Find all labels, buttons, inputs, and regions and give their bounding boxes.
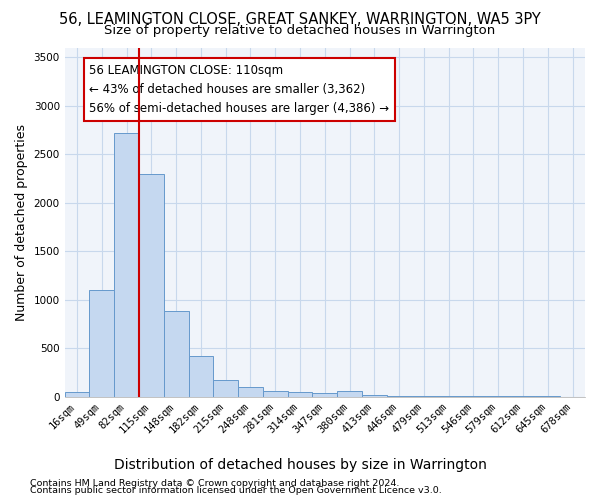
Bar <box>89 290 114 397</box>
Bar <box>337 391 362 396</box>
Text: 56 LEAMINGTON CLOSE: 110sqm
← 43% of detached houses are smaller (3,362)
56% of : 56 LEAMINGTON CLOSE: 110sqm ← 43% of det… <box>89 64 389 115</box>
Bar <box>214 380 238 396</box>
Bar <box>65 392 89 396</box>
Bar <box>313 393 337 396</box>
Text: Contains HM Land Registry data © Crown copyright and database right 2024.: Contains HM Land Registry data © Crown c… <box>30 478 400 488</box>
Bar <box>362 394 387 396</box>
Bar <box>139 174 164 396</box>
Bar <box>287 392 313 396</box>
Text: Distribution of detached houses by size in Warrington: Distribution of detached houses by size … <box>113 458 487 471</box>
Y-axis label: Number of detached properties: Number of detached properties <box>15 124 28 320</box>
Bar <box>164 311 188 396</box>
Bar <box>188 356 214 397</box>
Bar <box>238 387 263 396</box>
Text: Contains public sector information licensed under the Open Government Licence v3: Contains public sector information licen… <box>30 486 442 495</box>
Bar <box>114 133 139 396</box>
Text: 56, LEAMINGTON CLOSE, GREAT SANKEY, WARRINGTON, WA5 3PY: 56, LEAMINGTON CLOSE, GREAT SANKEY, WARR… <box>59 12 541 28</box>
Text: Size of property relative to detached houses in Warrington: Size of property relative to detached ho… <box>104 24 496 37</box>
Bar <box>263 390 287 396</box>
